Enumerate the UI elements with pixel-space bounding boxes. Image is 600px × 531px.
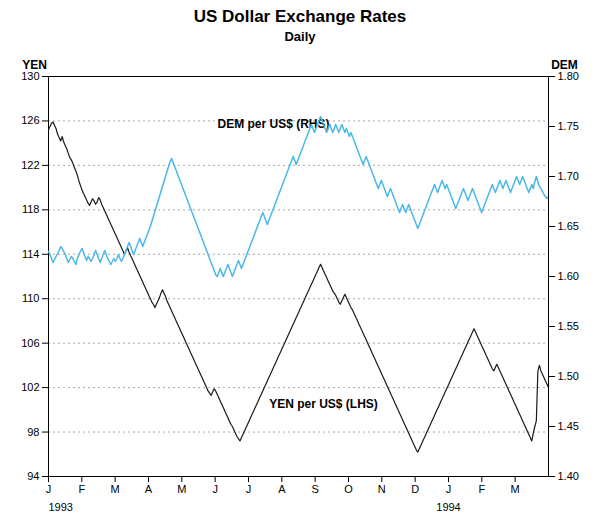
svg-text:S: S	[311, 483, 318, 495]
svg-text:M: M	[111, 483, 120, 495]
svg-text:O: O	[344, 483, 353, 495]
svg-text:106: 106	[21, 337, 39, 349]
svg-text:D: D	[411, 483, 419, 495]
svg-text:N: N	[378, 483, 386, 495]
svg-text:J: J	[446, 483, 452, 495]
svg-text:1.65: 1.65	[558, 220, 579, 232]
svg-text:1.45: 1.45	[558, 420, 579, 432]
svg-text:J: J	[46, 483, 52, 495]
svg-text:118: 118	[22, 203, 40, 215]
svg-text:1993: 1993	[49, 501, 73, 513]
svg-text:J: J	[212, 483, 218, 495]
svg-text:114: 114	[22, 248, 40, 260]
svg-text:J: J	[246, 483, 252, 495]
svg-text:102: 102	[21, 381, 39, 393]
svg-text:YEN: YEN	[22, 58, 47, 72]
svg-text:1.80: 1.80	[557, 70, 579, 82]
svg-text:122: 122	[21, 159, 39, 171]
svg-text:A: A	[278, 483, 286, 495]
html-text:Daily: Daily	[284, 29, 316, 44]
svg-text:DEM: DEM	[551, 58, 578, 72]
svg-text:1.70: 1.70	[558, 170, 579, 182]
svg-text:1.75: 1.75	[558, 120, 579, 132]
svg-text:126: 126	[21, 114, 39, 126]
svg-text:M: M	[177, 483, 186, 495]
svg-text:1.50: 1.50	[558, 370, 579, 382]
svg-text:110: 110	[22, 292, 40, 304]
svg-text:F: F	[478, 483, 485, 495]
svg-text:1994: 1994	[436, 501, 460, 513]
svg-text:YEN per US$ (LHS): YEN per US$ (LHS)	[269, 397, 378, 411]
svg-text:98: 98	[27, 426, 39, 438]
svg-text:A: A	[145, 483, 153, 495]
svg-text:130: 130	[21, 70, 40, 82]
svg-text:1.60: 1.60	[558, 270, 579, 282]
svg-text:M: M	[511, 483, 520, 495]
svg-text:1.55: 1.55	[558, 320, 579, 332]
svg-text:DEM per US$ (RHS): DEM per US$ (RHS)	[217, 117, 330, 132]
svg-text:1.40: 1.40	[558, 470, 579, 482]
svg-text:F: F	[78, 483, 85, 495]
html-text:US Dollar Exchange Rates: US Dollar Exchange Rates	[193, 7, 407, 26]
svg-text:94: 94	[27, 470, 39, 482]
